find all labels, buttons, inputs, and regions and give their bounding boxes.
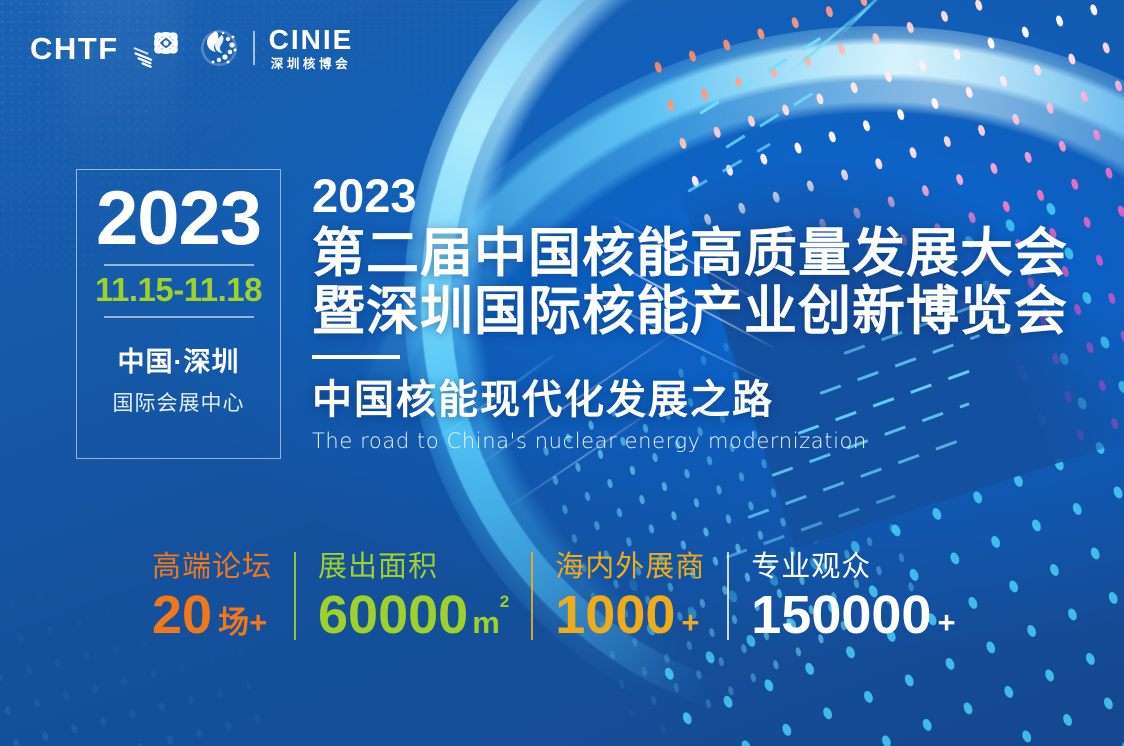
cinie-logo-text: CINIE <box>268 24 354 55</box>
light-streak <box>785 3 872 77</box>
title-block: 2023 第二届中国核能高质量发展大会 暨深圳国际核能产业创新博览会 中国核能现… <box>312 172 1068 453</box>
stat-label: 海内外展商 <box>555 551 706 584</box>
light-streak <box>699 32 829 115</box>
stat-number: 150000 <box>751 585 932 645</box>
stat-unit-base: m <box>472 605 500 640</box>
date-box-rule-bottom <box>103 316 254 318</box>
logo-divider <box>252 31 255 66</box>
stat-unit: 场+ <box>218 605 268 640</box>
title-line-1: 第二届中国核能高质量发展大会 <box>312 224 1068 283</box>
title-year: 2023 <box>312 169 417 222</box>
stat-value: 60000 m2 <box>318 588 509 642</box>
stat-unit: m2 <box>472 593 509 640</box>
stat-value: 1000 + <box>555 588 705 642</box>
date-venue-box: 2023 11.15-11.18 中国·深圳 国际会展中心 <box>76 169 281 459</box>
stat-divider-2 <box>531 552 534 640</box>
stat-divider-1 <box>294 552 297 640</box>
cinie-logo-subtitle: 深圳核博会 <box>270 57 352 71</box>
date-box-year: 2023 <box>95 176 262 261</box>
stat-number: 60000 <box>318 585 469 645</box>
stat-label: 高端论坛 <box>152 551 273 584</box>
stat-forums: 高端论坛 20 场+ <box>130 551 294 642</box>
stat-label: 专业观众 <box>751 551 872 584</box>
stat-value: 20 场+ <box>152 588 272 642</box>
stat-divider-3 <box>727 552 730 640</box>
nuclear-flame-globe-icon <box>200 30 237 67</box>
subtitle-rule <box>312 354 400 359</box>
stat-number: 20 <box>152 585 213 645</box>
atom-swirl-icon <box>133 32 178 69</box>
subtitle-en: The road to China's nuclear energy moder… <box>312 428 867 453</box>
stats-row: 高端论坛 20 场+ 展出面积 60000 m2 海内外展商 1000 + 专业… <box>130 551 978 642</box>
stat-visitors: 专业观众 150000 + <box>729 551 977 642</box>
cinie-logo: CINIE 深圳核博会 <box>269 26 354 71</box>
stat-exhibit-area: 展出面积 60000 m2 <box>296 551 531 642</box>
date-box-city: 中国·深圳 <box>117 346 240 377</box>
stat-unit: + <box>937 605 956 640</box>
subtitle-cn: 中国核能现代化发展之路 <box>312 377 774 422</box>
light-streak <box>725 494 896 559</box>
date-box-dates: 11.15-11.18 <box>94 270 263 308</box>
date-box-rule-top <box>103 264 254 266</box>
logo-bar: CHTF <box>30 26 353 71</box>
date-box-venue: 国际会展中心 <box>112 391 245 415</box>
stat-label: 展出面积 <box>318 551 439 584</box>
stat-unit: + <box>681 605 700 640</box>
stat-value: 150000 + <box>751 588 955 642</box>
stat-exhibitors: 海内外展商 1000 + <box>533 551 727 642</box>
title-line-2: 暨深圳国际核能产业创新博览会 <box>312 281 1068 341</box>
light-streak <box>725 82 829 149</box>
chtf-logo-text: CHTF <box>30 30 119 66</box>
stat-number: 1000 <box>555 585 676 645</box>
stat-unit-exponent: 2 <box>499 592 510 612</box>
light-streak <box>836 0 896 39</box>
